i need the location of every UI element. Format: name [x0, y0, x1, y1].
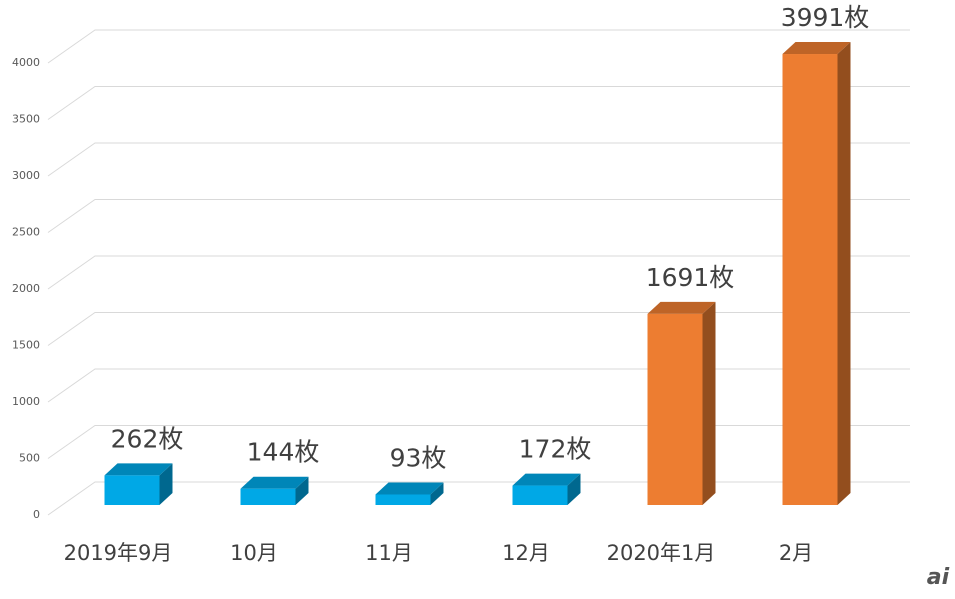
- bar-top: [647, 301, 716, 314]
- bar-side: [837, 42, 851, 505]
- grid-line: [47, 312, 910, 346]
- grid-line: [47, 368, 910, 403]
- bar-front: [240, 488, 296, 505]
- grid-line: [47, 481, 910, 516]
- bar-side: [567, 473, 581, 505]
- value-label: 144枚: [247, 438, 320, 467]
- bar-side: [702, 301, 716, 505]
- bar-top: [512, 473, 581, 486]
- value-label: 172枚: [519, 435, 592, 464]
- bar-front: [375, 494, 431, 505]
- y-tick-label: 2500: [12, 226, 40, 239]
- value-label: 3991枚: [781, 3, 870, 32]
- bar-top: [375, 482, 444, 495]
- value-label: 93枚: [390, 443, 447, 472]
- bar: [512, 473, 581, 505]
- bar-side: [295, 476, 309, 505]
- bar-side: [430, 482, 444, 505]
- grid: 0 500 1000 1500 2000 2500 3000 3500 4000: [12, 29, 910, 521]
- y-tick-label: 3500: [12, 113, 40, 126]
- bar: [104, 463, 173, 505]
- bar: [240, 476, 309, 505]
- grid-line: [47, 142, 910, 177]
- bar: [647, 301, 716, 505]
- x-tick-label: 2019年9月: [64, 541, 173, 565]
- grid-line: [47, 199, 910, 233]
- grid-line: [47, 29, 910, 64]
- grid-line: [47, 255, 910, 290]
- watermark: ai: [927, 565, 950, 590]
- bar-top: [240, 476, 309, 489]
- bars: 2019年9月 262枚 10月 144枚 11月 93枚 12月 172枚 2020年1月 16…: [64, 3, 870, 565]
- y-tick-label: 4000: [12, 56, 40, 69]
- y-tick-label: 0: [33, 508, 40, 521]
- y-tick-label: 3000: [12, 169, 40, 182]
- x-tick-label: 11月: [365, 541, 413, 565]
- y-tick-label: 1500: [12, 339, 40, 352]
- bar-front: [104, 475, 160, 505]
- x-tick-label: 10月: [230, 541, 278, 565]
- y-tick-label: 1000: [12, 395, 40, 408]
- bar: [782, 42, 851, 505]
- x-tick-label: 2月: [779, 541, 813, 565]
- grid-line: [47, 425, 910, 459]
- x-tick-label: 2020年1月: [607, 541, 716, 565]
- value-label: 1691枚: [646, 263, 735, 292]
- x-tick-label: 12月: [502, 541, 550, 565]
- grid-line: [47, 86, 910, 120]
- bar: [375, 482, 444, 505]
- bar-front: [647, 313, 703, 505]
- value-label: 262枚: [111, 424, 184, 453]
- bar-top: [104, 463, 173, 476]
- y-tick-label: 2000: [12, 282, 40, 295]
- bar-top: [782, 42, 851, 55]
- bar-front: [512, 485, 568, 505]
- bar-front: [782, 54, 838, 505]
- y-tick-label: 500: [19, 452, 40, 465]
- bar-side: [159, 463, 173, 505]
